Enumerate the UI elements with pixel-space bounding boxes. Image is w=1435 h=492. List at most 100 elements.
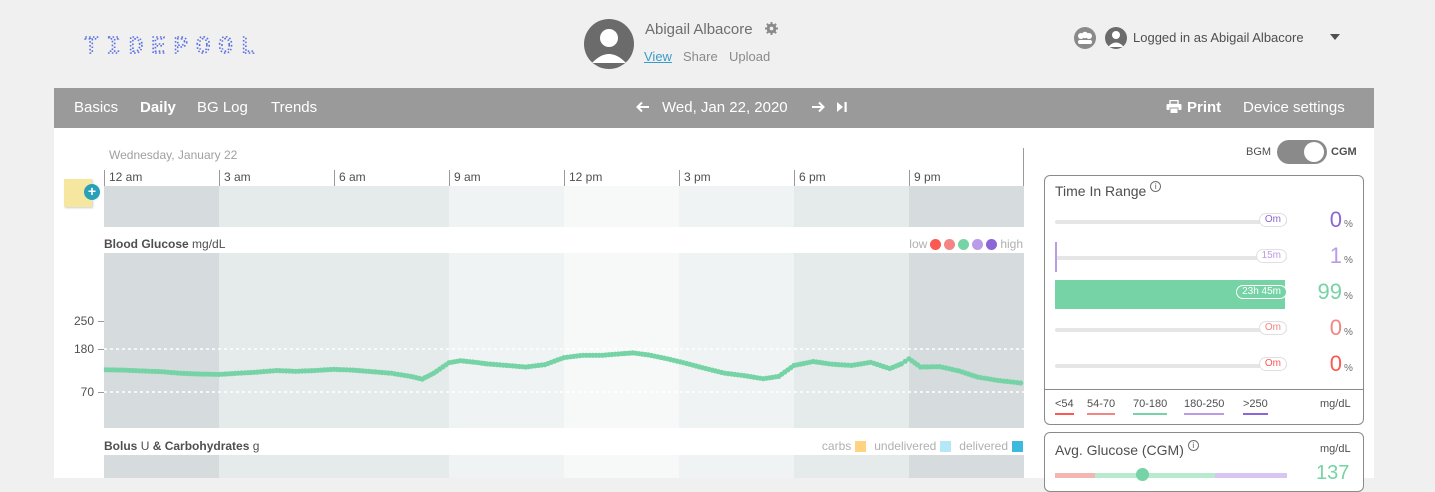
tir-percent: 99	[1317, 279, 1342, 304]
tick-line	[334, 170, 335, 186]
logged-in-label[interactable]: Logged in as Abigail Albacore	[1133, 30, 1304, 45]
tir-title: Time In Range i	[1055, 181, 1162, 199]
settings-gear-icon[interactable]	[765, 22, 778, 35]
bolus-legend: carbs undelivered delivered	[822, 439, 1023, 453]
tidepool-logo[interactable]: TIDEPOOL	[84, 32, 294, 58]
time-tick: 9 am	[454, 170, 481, 184]
avg-glucose-title: Avg. Glucose (CGM) i	[1055, 440, 1199, 458]
arrow-left-icon[interactable]	[636, 101, 650, 113]
share-link[interactable]: Share	[683, 49, 718, 64]
avg-glucose-scale	[1055, 468, 1287, 481]
legend-carbs-label: carbs	[821, 439, 852, 453]
avg-glucose-marker	[1135, 468, 1149, 481]
tir-duration-label: Om	[1258, 213, 1287, 227]
tab-bg-log[interactable]: BG Log	[197, 99, 248, 116]
tab-daily[interactable]: Daily	[140, 99, 176, 116]
avg-glucose-value: 137	[1316, 462, 1350, 484]
notes-row[interactable]	[104, 186, 1024, 227]
tir-percent: 1	[1329, 243, 1342, 268]
tir-percent-sign: %	[1344, 327, 1353, 338]
cgm-toggle-label[interactable]: CGM	[1331, 146, 1357, 158]
tir-divider	[1045, 389, 1363, 390]
legend-delivered-label: delivered	[959, 439, 1008, 453]
tir-units: mg/dL	[1320, 398, 1351, 410]
care-team-icon[interactable]	[1074, 27, 1096, 49]
scale-target-segment	[1095, 473, 1215, 478]
time-tick: 3 pm	[684, 170, 711, 184]
arrow-right-icon[interactable]	[811, 101, 825, 113]
skip-to-latest-icon[interactable]	[836, 101, 848, 113]
bolus-chart-area[interactable]	[104, 455, 1024, 478]
bolus-unit-a: U	[140, 439, 150, 453]
patient-name: Abigail Albacore	[645, 21, 753, 38]
y-tick-line	[98, 349, 104, 350]
legend-target-dot	[958, 238, 970, 250]
avg-title-text: Avg. Glucose (CGM)	[1055, 442, 1184, 458]
device-settings-tab[interactable]: Device settings	[1243, 99, 1345, 116]
tab-trends[interactable]: Trends	[271, 99, 318, 116]
tick-line	[564, 170, 565, 186]
print-button[interactable]: Print	[1187, 99, 1222, 116]
tick-line	[909, 170, 910, 186]
time-tick: 12 am	[109, 170, 143, 184]
time-tick: 6 am	[339, 170, 366, 184]
upload-link[interactable]: Upload	[729, 49, 771, 64]
bg-reading-point[interactable]	[902, 358, 908, 364]
bg-chart-area[interactable]	[104, 253, 1024, 428]
y-tick: 70	[80, 385, 94, 399]
tir-bar-fill	[1055, 242, 1057, 272]
legend-low-dot	[944, 238, 956, 250]
time-tick: 3 am	[224, 170, 251, 184]
bgm-toggle-label[interactable]: BGM	[1246, 146, 1272, 158]
scale-high-segment	[1215, 473, 1287, 478]
bg-reading-point[interactable]	[898, 361, 904, 367]
scale-low-segment	[1055, 473, 1095, 478]
bolus-title-b: & Carbohydrates	[152, 439, 250, 453]
tir-duration-label: Om	[1258, 321, 1287, 335]
bg-legend: low high	[909, 237, 1023, 251]
patient-avatar	[584, 19, 634, 69]
tir-percent: 0	[1329, 315, 1342, 340]
printer-icon[interactable]	[1166, 100, 1182, 114]
legend-very-high-dot	[986, 238, 998, 250]
caret-down-icon[interactable]	[1330, 34, 1340, 40]
time-tick: 6 pm	[799, 170, 826, 184]
bg-chart-title: Blood Glucose mg/dL	[104, 237, 225, 251]
range-label: 180-250	[1184, 398, 1225, 415]
tick-line	[449, 170, 450, 186]
bg-scatter-plot	[104, 348, 1024, 393]
tick-line	[219, 170, 220, 186]
tab-basics[interactable]: Basics	[74, 99, 119, 116]
person-icon	[592, 29, 626, 63]
legend-very-low-dot	[930, 238, 942, 250]
plus-icon[interactable]: +	[84, 184, 100, 200]
toggle-knob[interactable]	[1304, 142, 1324, 162]
tir-bar-track	[1055, 364, 1287, 368]
tick-line	[794, 170, 795, 186]
bg-title: Blood Glucose	[104, 237, 189, 251]
info-icon[interactable]: i	[1150, 181, 1162, 192]
range-label: 70-180	[1133, 398, 1168, 415]
y-tick: 250	[73, 314, 94, 328]
legend-delivered-swatch	[1012, 440, 1023, 452]
tir-bar-track	[1055, 220, 1287, 224]
info-icon[interactable]: i	[1187, 440, 1199, 451]
range-label: >250	[1243, 398, 1268, 415]
bolus-title-a: Bolus	[104, 439, 138, 453]
bg-units: mg/dL	[192, 237, 226, 251]
tir-percent-sign: %	[1344, 255, 1353, 266]
tir-percent-sign: %	[1344, 363, 1353, 374]
view-link[interactable]: View	[644, 49, 672, 64]
bg-reading-point[interactable]	[1018, 380, 1024, 386]
y-tick: 180	[73, 342, 94, 356]
range-label: 54-70	[1087, 398, 1116, 415]
day-label: Wednesday, January 22	[109, 148, 238, 162]
tir-duration-label: 15m	[1255, 249, 1287, 263]
tir-percent: 0	[1329, 207, 1342, 232]
tir-percent-sign: %	[1344, 219, 1353, 230]
bolus-chart-title: Bolus U & Carbohydrates g	[104, 439, 259, 453]
user-avatar-icon[interactable]	[1105, 27, 1127, 49]
range-label: <54	[1055, 398, 1074, 415]
day-end-divider	[1023, 148, 1024, 186]
navigation-bar	[54, 88, 1374, 128]
